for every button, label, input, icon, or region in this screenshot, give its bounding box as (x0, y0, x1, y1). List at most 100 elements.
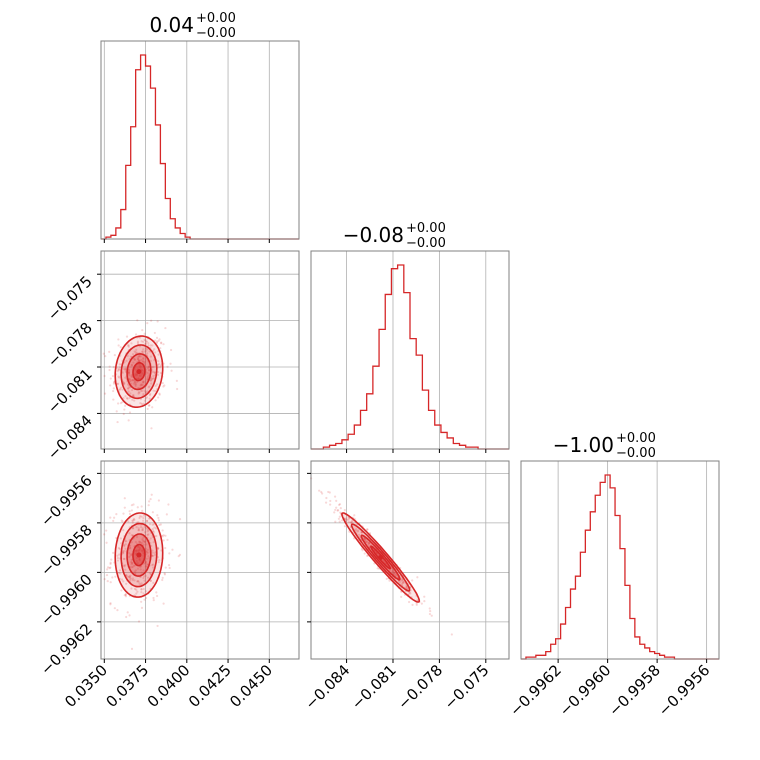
histogram-bin (180, 233, 185, 239)
sample-point (136, 506, 139, 509)
sample-point (118, 553, 121, 556)
sample-point (148, 369, 151, 372)
sample-point (111, 576, 114, 579)
sample-point (146, 375, 149, 379)
sample-point (140, 526, 143, 529)
histogram-bin (575, 576, 580, 659)
histogram-bin (625, 585, 630, 659)
sample-point (139, 540, 142, 544)
sample-point (146, 348, 149, 351)
sample-point (151, 551, 154, 554)
sample-point (123, 408, 126, 411)
sample-point (116, 382, 120, 385)
sample-point (152, 523, 155, 526)
sample-point (157, 516, 160, 520)
sample-point (143, 360, 146, 364)
sample-point (140, 372, 143, 375)
sample-point (117, 338, 120, 341)
sample-point (138, 355, 141, 358)
param-title-lower: −0.00 (196, 26, 236, 41)
sample-point (142, 569, 145, 572)
sample-point (156, 383, 159, 386)
sample-point (160, 342, 163, 345)
sample-point (154, 553, 157, 557)
sample-point (360, 547, 363, 550)
sample-point (134, 373, 137, 377)
sample-point (144, 347, 148, 350)
sample-point (138, 516, 141, 520)
sample-point (163, 384, 166, 387)
sample-point (157, 547, 160, 550)
sample-point (104, 354, 107, 358)
sample-point (133, 358, 137, 361)
sample-point (152, 566, 155, 569)
sample-point (163, 572, 166, 575)
sample-point (143, 531, 147, 534)
sample-point (154, 351, 157, 354)
sample-point (122, 564, 125, 567)
sample-point (393, 572, 396, 575)
histogram-bin (354, 425, 360, 449)
sample-point (141, 549, 144, 553)
sample-point (138, 364, 141, 367)
sample-point (125, 359, 128, 362)
sample-point (113, 380, 116, 384)
sample-point (133, 399, 136, 402)
sample-point (156, 624, 159, 628)
sample-point (164, 546, 167, 550)
sample-point (318, 489, 321, 492)
sample-point (126, 383, 130, 386)
sample-point (138, 365, 141, 368)
sample-point (150, 382, 153, 385)
sample-point (141, 389, 144, 393)
sample-point (118, 547, 121, 551)
sample-point (121, 520, 124, 523)
sample-point (127, 370, 131, 373)
sample-point (151, 523, 154, 526)
sample-point (128, 532, 131, 535)
density-peak (136, 552, 142, 558)
sample-point (135, 351, 138, 354)
histogram-bin (131, 127, 136, 239)
sample-point (134, 351, 137, 354)
panel-frame (100, 40, 300, 240)
sample-point (111, 374, 115, 378)
sample-point (405, 585, 408, 588)
param-title-upper: +0.00 (406, 221, 446, 236)
sample-point (141, 539, 144, 542)
grid-lines (311, 461, 509, 659)
sample-point (335, 506, 338, 509)
sample-point (126, 611, 129, 614)
sample-point (139, 389, 143, 392)
sample-point (137, 355, 141, 358)
sample-point (353, 514, 356, 517)
sample-point (122, 397, 125, 400)
sample-point (150, 379, 153, 382)
sample-point (344, 517, 348, 520)
sample-point (135, 588, 138, 591)
sample-point (141, 541, 144, 545)
sample-point (138, 541, 141, 544)
sample-point (109, 384, 112, 387)
x-tick-label: −0.9958 (605, 661, 664, 720)
sample-point (147, 342, 150, 345)
sample-point (129, 546, 132, 549)
param-title-value: 0.04 (149, 13, 194, 37)
sample-point (110, 558, 113, 561)
sample-point (128, 576, 131, 579)
sample-point (365, 541, 368, 544)
sample-point (115, 410, 118, 413)
sample-point (127, 419, 130, 422)
sample-point (125, 540, 128, 543)
histogram-bin (146, 66, 151, 239)
sample-point (148, 571, 151, 575)
sample-point (148, 404, 151, 407)
sample-point (134, 383, 137, 386)
sample-point (127, 344, 130, 347)
sample-point (428, 607, 431, 610)
sample-point (150, 319, 153, 322)
sample-point (334, 508, 337, 512)
sample-point (119, 401, 123, 405)
sample-point (127, 390, 130, 393)
sample-point (141, 350, 144, 353)
